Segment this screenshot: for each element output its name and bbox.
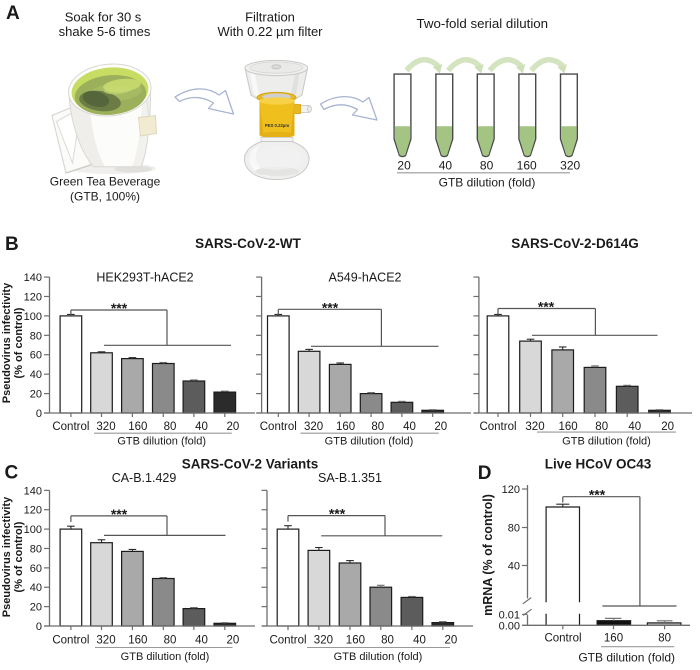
svg-text:80: 80	[595, 421, 608, 433]
svg-text:With 0.22 µm filter: With 0.22 µm filter	[217, 24, 323, 39]
svg-text:120: 120	[24, 291, 42, 303]
svg-text:Live HCoV OC43: Live HCoV OC43	[545, 457, 652, 472]
svg-text:20: 20	[30, 389, 42, 401]
svg-text:***: ***	[111, 506, 128, 522]
svg-text:Green Tea Beverage: Green Tea Beverage	[50, 175, 161, 189]
svg-text:80: 80	[658, 633, 671, 645]
svg-text:Filtration: Filtration	[245, 10, 295, 25]
svg-text:140: 140	[24, 485, 42, 497]
svg-text:PES 0.22µm: PES 0.22µm	[265, 123, 290, 128]
svg-text:SARS-CoV-2-D614G: SARS-CoV-2-D614G	[511, 236, 639, 251]
svg-text:80: 80	[30, 543, 42, 555]
svg-text:320: 320	[314, 635, 333, 647]
svg-text:20: 20	[445, 635, 458, 647]
svg-text:C: C	[5, 463, 19, 484]
svg-text:A549-hACE2: A549-hACE2	[329, 271, 402, 285]
svg-text:80: 80	[508, 523, 520, 535]
svg-text:80: 80	[164, 421, 177, 433]
svg-text:40: 40	[195, 635, 208, 647]
svg-text:Control: Control	[479, 421, 516, 433]
svg-text:80: 80	[480, 159, 494, 173]
svg-text:320: 320	[96, 421, 115, 433]
svg-text:(GTB, 100%): (GTB, 100%)	[70, 190, 140, 204]
svg-text:***: ***	[111, 300, 128, 316]
svg-text:40: 40	[628, 421, 641, 433]
svg-text:A: A	[6, 3, 20, 24]
svg-text:0: 0	[36, 408, 42, 420]
svg-text:120: 120	[24, 505, 42, 517]
svg-text:80: 80	[30, 330, 42, 342]
svg-text:Control: Control	[52, 635, 89, 647]
svg-text:(% of control): (% of control)	[13, 307, 25, 378]
svg-text:***: ***	[538, 299, 555, 315]
svg-text:40: 40	[508, 561, 520, 573]
svg-text:SARS-CoV-2 Variants: SARS-CoV-2 Variants	[182, 457, 319, 472]
svg-text:160: 160	[128, 635, 147, 647]
svg-text:100: 100	[24, 524, 42, 536]
svg-text:40: 40	[403, 421, 416, 433]
svg-text:40: 40	[195, 421, 208, 433]
svg-text:60: 60	[30, 563, 42, 575]
svg-text:GTB dilution (fold): GTB dilution (fold)	[121, 651, 210, 663]
svg-text:60: 60	[30, 350, 42, 362]
svg-text:B: B	[5, 234, 19, 255]
svg-text:GTB dilution (fold): GTB dilution (fold)	[562, 435, 651, 447]
svg-text:160: 160	[346, 635, 365, 647]
svg-text:20: 20	[227, 635, 240, 647]
svg-text:0.01: 0.01	[499, 609, 520, 621]
svg-text:320: 320	[560, 159, 580, 173]
svg-text:160: 160	[517, 159, 537, 173]
svg-text:320: 320	[304, 421, 323, 433]
svg-text:GTB dilution (fold): GTB dilution (fold)	[334, 651, 423, 663]
svg-text:GTB dilution (fold): GTB dilution (fold)	[439, 175, 536, 189]
svg-text:Control: Control	[269, 635, 306, 647]
svg-text:20: 20	[227, 421, 240, 433]
svg-text:mRNA (% of control): mRNA (% of control)	[481, 494, 495, 616]
svg-text:CA-B.1.429: CA-B.1.429	[112, 471, 177, 485]
svg-text:160: 160	[604, 633, 623, 645]
svg-text:Soak for 30 s: Soak for 30 s	[65, 10, 142, 25]
svg-text:80: 80	[371, 421, 384, 433]
svg-text:HEK293T-hACE2: HEK293T-hACE2	[96, 271, 193, 285]
svg-text:***: ***	[322, 299, 339, 315]
svg-text:120: 120	[502, 484, 520, 496]
svg-text:(% of control): (% of control)	[13, 521, 25, 592]
svg-text:***: ***	[589, 487, 606, 503]
svg-text:GTB dilution (fold): GTB dilution (fold)	[117, 435, 206, 447]
svg-text:shake 5-6 times: shake 5-6 times	[59, 24, 151, 39]
svg-text:80: 80	[164, 635, 177, 647]
svg-text:20: 20	[397, 159, 411, 173]
svg-text:20: 20	[30, 602, 42, 614]
svg-text:SARS-CoV-2-WT: SARS-CoV-2-WT	[195, 236, 301, 251]
svg-text:Two-fold serial dilution: Two-fold serial dilution	[417, 16, 549, 31]
svg-text:160: 160	[128, 421, 147, 433]
svg-text:20: 20	[661, 421, 674, 433]
svg-text:160: 160	[559, 421, 578, 433]
svg-text:40: 40	[413, 635, 426, 647]
svg-text:40: 40	[30, 582, 42, 594]
svg-text:***: ***	[329, 506, 346, 522]
svg-text:100: 100	[24, 311, 42, 323]
svg-text:Control: Control	[544, 633, 581, 645]
svg-text:20: 20	[434, 421, 447, 433]
svg-text:320: 320	[525, 421, 544, 433]
svg-text:Control: Control	[260, 421, 297, 433]
svg-text:0: 0	[36, 621, 42, 633]
svg-text:40: 40	[30, 369, 42, 381]
svg-text:GTB dilution (fold): GTB dilution (fold)	[325, 435, 414, 447]
svg-text:160: 160	[336, 421, 355, 433]
svg-text:Control: Control	[52, 421, 89, 433]
svg-text:320: 320	[96, 635, 115, 647]
svg-text:Pseudovirus infectivity: Pseudovirus infectivity	[1, 282, 13, 403]
svg-text:D: D	[478, 463, 492, 484]
svg-text:Pseudovirus infectivity: Pseudovirus infectivity	[1, 496, 13, 617]
svg-text:40: 40	[439, 159, 453, 173]
svg-text:80: 80	[381, 635, 394, 647]
svg-text:0.00: 0.00	[499, 620, 520, 632]
svg-text:GTB dilution (fold): GTB dilution (fold)	[578, 651, 675, 665]
svg-text:SA-B.1.351: SA-B.1.351	[318, 471, 382, 485]
svg-text:140: 140	[24, 272, 42, 284]
